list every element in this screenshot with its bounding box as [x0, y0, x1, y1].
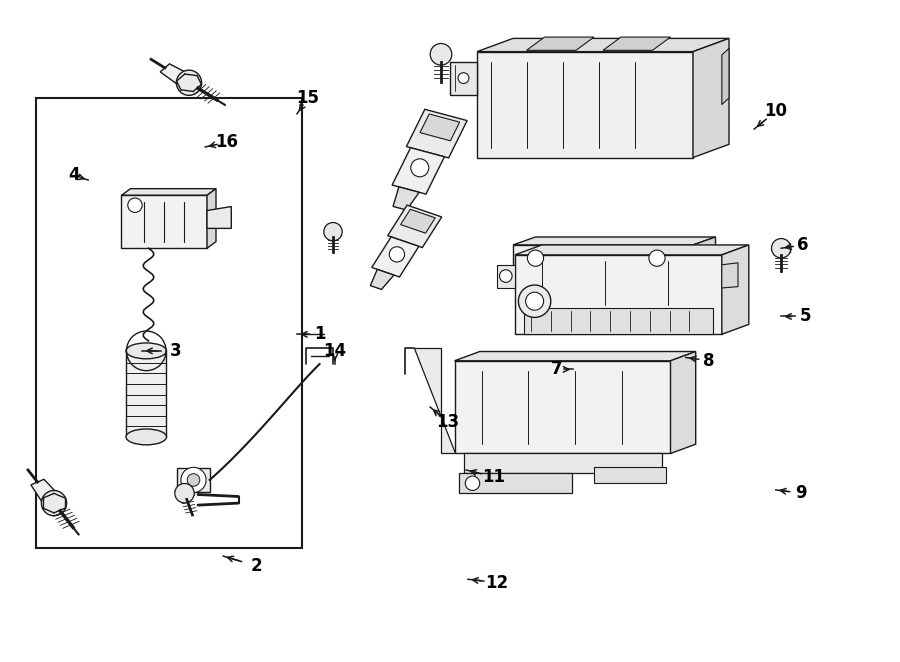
- Polygon shape: [515, 255, 722, 334]
- Circle shape: [324, 222, 342, 241]
- Text: 16: 16: [215, 133, 238, 152]
- Text: 4: 4: [68, 166, 79, 185]
- Circle shape: [771, 238, 791, 258]
- Circle shape: [410, 159, 428, 177]
- Circle shape: [526, 292, 544, 310]
- Polygon shape: [513, 245, 693, 271]
- Text: 13: 13: [436, 413, 460, 432]
- Polygon shape: [371, 269, 394, 289]
- Text: 11: 11: [482, 467, 505, 486]
- Circle shape: [128, 198, 142, 213]
- Circle shape: [430, 44, 452, 65]
- Polygon shape: [515, 245, 749, 255]
- Circle shape: [518, 285, 551, 317]
- Polygon shape: [722, 245, 749, 334]
- Polygon shape: [454, 361, 670, 453]
- Polygon shape: [207, 189, 216, 248]
- Polygon shape: [31, 479, 58, 500]
- Circle shape: [176, 70, 202, 95]
- Ellipse shape: [126, 343, 166, 359]
- Polygon shape: [524, 308, 713, 334]
- Polygon shape: [477, 52, 693, 158]
- Text: 3: 3: [170, 342, 181, 360]
- Text: 6: 6: [797, 236, 808, 254]
- Polygon shape: [594, 467, 666, 483]
- Text: 2: 2: [251, 557, 262, 575]
- Polygon shape: [497, 265, 515, 288]
- Text: 7: 7: [551, 360, 562, 379]
- Polygon shape: [526, 37, 594, 50]
- Circle shape: [187, 473, 200, 487]
- Text: 10: 10: [764, 102, 788, 120]
- Polygon shape: [407, 109, 467, 158]
- Text: 8: 8: [704, 352, 715, 370]
- Text: 14: 14: [323, 342, 346, 360]
- Polygon shape: [414, 348, 454, 453]
- Polygon shape: [122, 195, 207, 248]
- Circle shape: [465, 476, 480, 491]
- Polygon shape: [722, 48, 729, 105]
- Circle shape: [41, 491, 67, 516]
- Bar: [36, 98, 302, 548]
- Circle shape: [390, 247, 405, 262]
- Polygon shape: [513, 237, 716, 245]
- Polygon shape: [603, 37, 670, 50]
- Polygon shape: [450, 62, 477, 95]
- Text: 5: 5: [800, 307, 811, 326]
- Circle shape: [175, 483, 194, 503]
- Polygon shape: [388, 205, 442, 248]
- Polygon shape: [160, 64, 188, 83]
- Polygon shape: [207, 207, 231, 228]
- Circle shape: [181, 467, 206, 493]
- Polygon shape: [420, 114, 460, 141]
- Polygon shape: [393, 187, 419, 210]
- Polygon shape: [464, 453, 662, 473]
- Text: 15: 15: [296, 89, 320, 107]
- Polygon shape: [177, 468, 210, 492]
- Polygon shape: [126, 351, 166, 437]
- Polygon shape: [400, 209, 436, 233]
- Polygon shape: [459, 473, 572, 493]
- Text: 9: 9: [796, 484, 806, 502]
- Polygon shape: [722, 263, 738, 288]
- Polygon shape: [392, 148, 445, 194]
- Polygon shape: [693, 38, 729, 158]
- Text: 12: 12: [485, 573, 508, 592]
- Polygon shape: [372, 237, 418, 277]
- Circle shape: [649, 250, 665, 266]
- Polygon shape: [670, 352, 696, 453]
- Polygon shape: [122, 189, 216, 195]
- Text: 1: 1: [314, 325, 325, 344]
- Polygon shape: [477, 38, 729, 52]
- Circle shape: [500, 269, 512, 283]
- Circle shape: [458, 73, 469, 83]
- Circle shape: [527, 250, 544, 266]
- Polygon shape: [693, 237, 716, 271]
- Ellipse shape: [126, 429, 166, 445]
- Polygon shape: [454, 352, 696, 361]
